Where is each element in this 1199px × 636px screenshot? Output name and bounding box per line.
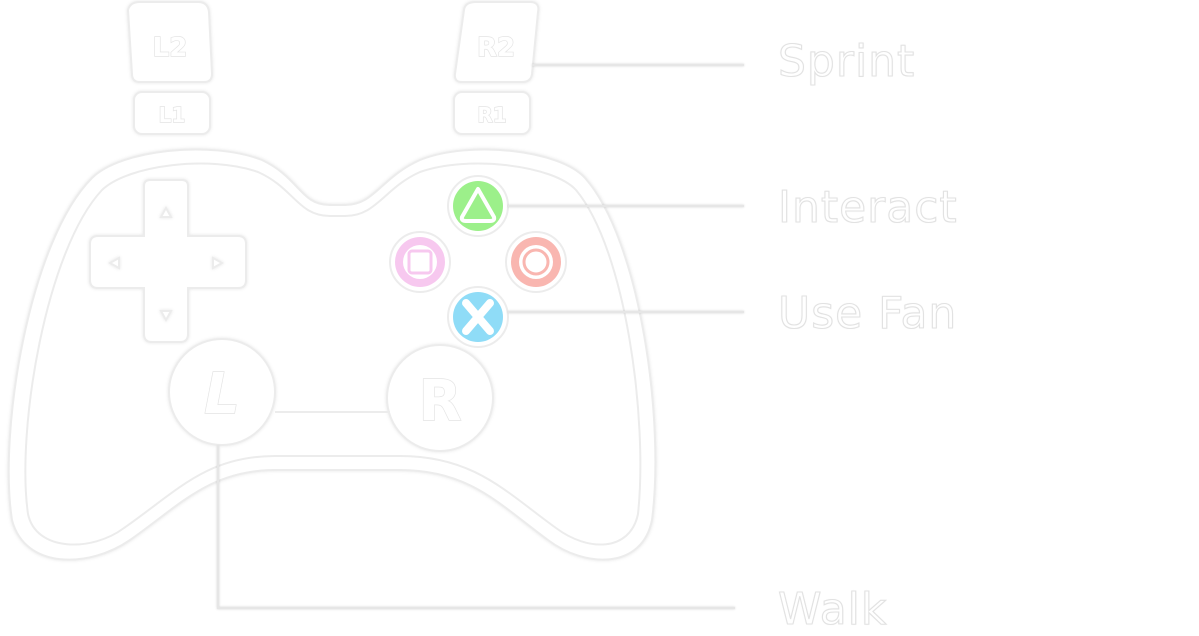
- right-stick[interactable]: R: [387, 345, 493, 451]
- right-stick-label: R: [418, 369, 461, 434]
- r2-trigger[interactable]: R2: [455, 2, 538, 82]
- square-button[interactable]: [390, 232, 450, 292]
- triangle-button[interactable]: [448, 176, 508, 236]
- interact-label: Interact: [778, 186, 958, 230]
- l2-trigger-label: L2: [153, 33, 188, 63]
- walk-label: Walk: [778, 588, 887, 632]
- controller-body: [9, 150, 656, 560]
- left-stick[interactable]: L: [169, 339, 275, 445]
- use-fan-label: Use Fan: [778, 292, 957, 336]
- r2-trigger-label: R2: [477, 33, 515, 63]
- left-stick-label: L: [204, 362, 240, 427]
- l1-bumper[interactable]: L1: [134, 92, 210, 134]
- r1-bumper[interactable]: R1: [454, 92, 530, 134]
- sprint-label: Sprint: [778, 40, 915, 84]
- l1-bumper-label: L1: [159, 103, 186, 127]
- cross-button[interactable]: [448, 287, 508, 347]
- l2-trigger[interactable]: L2: [128, 2, 212, 82]
- circle-button[interactable]: [506, 232, 566, 292]
- r1-bumper-label: R1: [477, 103, 506, 127]
